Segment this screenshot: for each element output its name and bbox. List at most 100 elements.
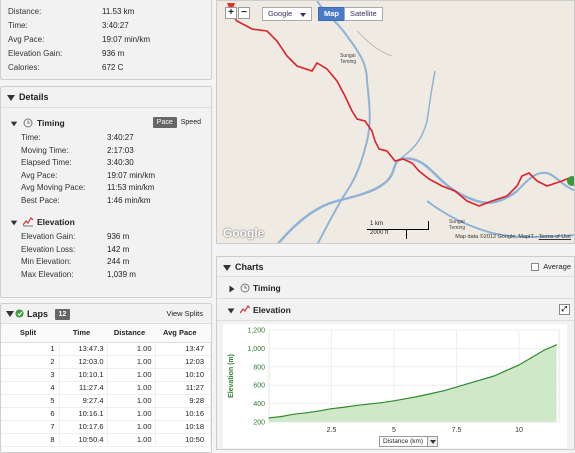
table-row[interactable]: 4 11:27.4 1.00 11:27 (1, 381, 211, 395)
average-checkbox[interactable] (531, 263, 540, 271)
data-point (305, 412, 308, 414)
summary-value: 19:07 min/km (102, 35, 151, 44)
table-cell: 13:47 (155, 342, 211, 356)
clock-icon (23, 118, 33, 128)
zoom-controls: + − (225, 7, 251, 19)
data-point (318, 410, 320, 412)
detail-value: 1:46 min/km (107, 195, 151, 205)
zoom-in-button[interactable]: + (225, 7, 237, 19)
left-panel: Distance: 11.53 km Time: 3:40:27 Avg Pace: 19… (0, 0, 212, 453)
data-point (293, 413, 295, 415)
summary-label: Calories: (8, 63, 40, 72)
table-cell: 9:27.4 (59, 394, 108, 408)
table-row[interactable]: 7 10:17.6 1.00 10:18 (1, 420, 211, 434)
data-point (355, 404, 358, 407)
elevation-rows: Elevation Gain: 936 m Elevation Loss: 142 m… (1, 231, 211, 281)
column-header-avg-pace[interactable]: Avg Pace (155, 324, 211, 343)
terms-of-use-link[interactable]: Terms of Use (538, 234, 571, 240)
charts-title: Charts (235, 262, 264, 272)
pace-toggle-button[interactable]: Pace (152, 117, 177, 128)
detail-value: 142 m (107, 244, 130, 254)
table-cell: 13:47.3 (59, 342, 108, 356)
charts-header[interactable]: Charts Average (217, 257, 574, 277)
route-map[interactable]: Sungai Teming Sungai Teming + − Google M… (216, 0, 575, 244)
end-marker-icon[interactable] (567, 176, 575, 186)
column-header-distance[interactable]: Distance (107, 324, 155, 343)
summary-row: Time: 3:40:27 (1, 19, 211, 33)
laps-card: Laps 12 View Splits Split Time Distance … (0, 303, 212, 453)
table-cell: 1.00 (107, 420, 156, 434)
detail-label: Time: (21, 133, 41, 142)
place-label: Sungai Teming (449, 219, 466, 231)
timing-chart-row[interactable]: Timing (217, 277, 574, 299)
data-point (393, 400, 395, 402)
table-row[interactable]: 1 13:47.3 1.00 13:47 (1, 342, 211, 356)
summary-value: 936 m (102, 49, 125, 58)
expand-chart-button[interactable]: ⤢ (559, 304, 570, 315)
detail-value: 3:40:27 (107, 133, 134, 142)
table-cell: 6 (1, 407, 60, 421)
summary-row: Calories: 672 C (1, 61, 211, 75)
chevron-down-icon (427, 437, 438, 446)
data-point (493, 375, 495, 377)
table-row[interactable]: 6 10:16.1 1.00 10:16 (1, 407, 211, 421)
laps-count-badge: 12 (54, 309, 71, 320)
elevation-section-header[interactable]: Elevation (1, 213, 211, 231)
river (316, 1, 371, 243)
y-axis-label: Elevation (m) (228, 354, 235, 398)
table-row[interactable]: 8 10:50.4 1.00 10:50 (1, 433, 211, 447)
data-point (268, 417, 270, 419)
satellite-view-button[interactable]: Satellite (344, 7, 383, 21)
x-axis-select[interactable]: Distance (km) (379, 436, 439, 447)
view-splits-link[interactable]: View Splits (166, 309, 203, 318)
column-header-split[interactable]: Split (1, 324, 59, 343)
detail-row: Min Elevation: 244 m (1, 256, 211, 269)
average-toggle[interactable]: Average (531, 257, 571, 277)
expand-icon (229, 285, 235, 293)
table-cell: 1.00 (107, 381, 156, 395)
table-row[interactable]: 3 10:10.1 1.00 10:10 (1, 368, 211, 382)
river (426, 200, 574, 238)
data-point (430, 392, 433, 395)
table-cell: 1.00 (107, 355, 156, 369)
summary-card: Distance: 11.53 km Time: 3:40:27 Avg Pace: 19… (0, 0, 212, 80)
elevation-chart-row[interactable]: Elevation ⤢ (217, 299, 574, 321)
elevation-icon (23, 217, 33, 227)
river (396, 70, 436, 162)
elevation-chart: 200 400 600 800 1,000 1,200 2.5 5 7.5 10 Elevation… (223, 324, 567, 448)
data-point (405, 397, 408, 400)
elevation-chart-svg: 200 400 600 800 1,000 1,200 2.5 5 7.5 10 Elevation… (228, 328, 560, 434)
summary-label: Elevation Gain: (8, 49, 63, 58)
x-tick-label: 2.5 (327, 427, 337, 434)
x-tick-label: 10 (515, 427, 523, 434)
detail-row: Elevation Gain: 936 m (1, 231, 211, 244)
table-row[interactable]: 2 12:03.0 1.00 12:03 (1, 355, 211, 369)
clock-icon (240, 283, 250, 293)
collapse-icon (7, 95, 15, 101)
speed-toggle-button[interactable]: Speed (180, 119, 201, 126)
detail-row: Elapsed Time: 3:40:30 (1, 157, 211, 170)
data-point (543, 349, 545, 351)
laps-header[interactable]: Laps 12 View Splits (1, 304, 211, 324)
detail-label: Avg Moving Pace: (21, 183, 86, 192)
data-point (280, 415, 283, 418)
table-row[interactable]: 5 9:27.4 1.00 9:28 (1, 394, 211, 408)
detail-row: Avg Moving Pace: 11:53 min/km (1, 182, 211, 195)
timing-section-header[interactable]: Timing Pace Speed (1, 114, 211, 132)
data-point (380, 402, 383, 404)
elevation-area (269, 344, 557, 422)
map-type-select[interactable]: Google (262, 7, 312, 21)
collapse-icon (6, 311, 14, 317)
river (516, 171, 574, 192)
column-header-time[interactable]: Time (59, 324, 107, 343)
zoom-out-button[interactable]: − (238, 7, 250, 19)
table-cell: 7 (1, 420, 60, 434)
map-view-button[interactable]: Map (318, 7, 345, 21)
details-header[interactable]: Details (1, 87, 211, 108)
table-cell: 11:27 (155, 381, 211, 395)
elevation-chart-label: Elevation (253, 305, 291, 315)
details-title: Details (19, 92, 49, 102)
summary-row: Avg Pace: 19:07 min/km (1, 33, 211, 47)
road (356, 30, 393, 57)
x-tick-label: 7.5 (452, 427, 462, 434)
